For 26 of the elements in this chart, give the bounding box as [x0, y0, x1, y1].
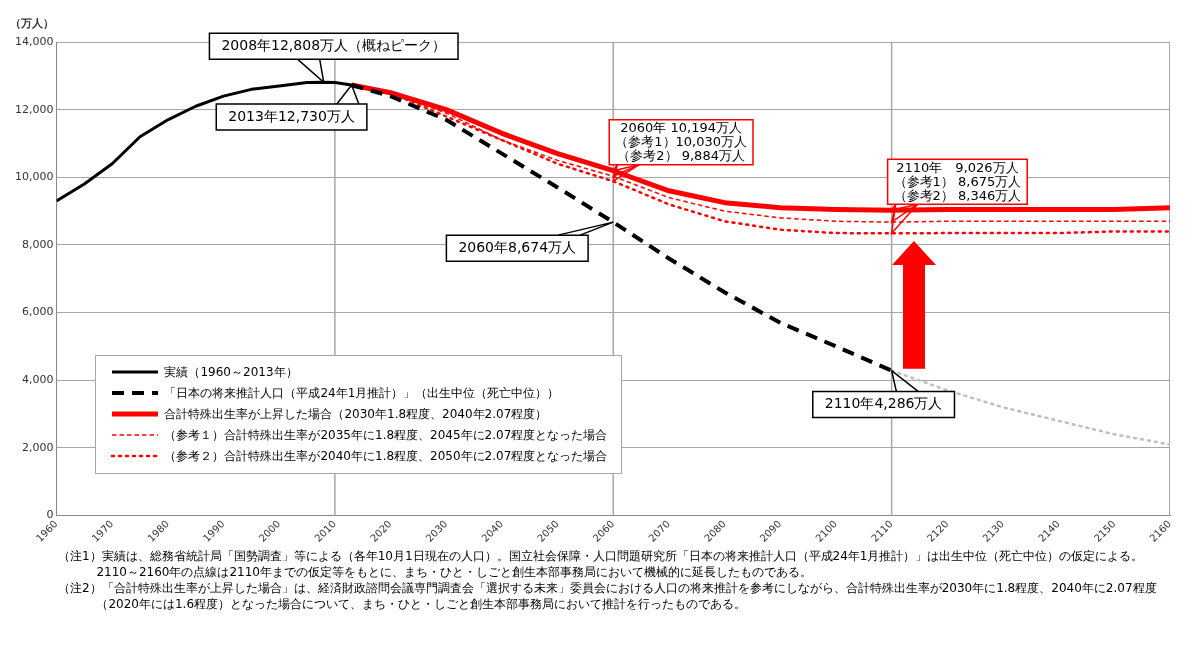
y-axis-title: （万人）	[10, 17, 55, 31]
annotation: （参考1） 8,675万人	[893, 173, 1022, 189]
y-tick-label: 2,000	[21, 440, 54, 454]
y-tick-label: 6,000	[21, 305, 54, 319]
annotation: 2013年12,730万人	[228, 107, 355, 124]
annotation: 2008年12,808万人（概ねピーク）	[221, 36, 447, 53]
legend-label: （参考１）合計特殊出生率が2035年に1.8程度、2045年に2.07程度となった場合	[164, 426, 608, 444]
legend-label: 「日本の将来推計人口（平成24年1月推計）」（出生中位（死亡中位））	[164, 384, 560, 402]
legend-label: （参考２）合計特殊出生率が2040年に1.8程度、2050年に2.07程度となった場合	[164, 447, 608, 465]
legend-label: 実績（1960～2013年）	[164, 363, 298, 381]
y-tick-label: 4,000	[21, 373, 54, 387]
annotation: 2110年 9,026万人	[896, 159, 1019, 175]
text: （注2）「合計特殊出生率が上昇した場合」は、経済財政諮問会議専門調査会「選択する未来」委員会における人口の将来推計を参考にしながら、合計特殊出生率が2030年に1.8程度、2040年に2.07程度（2020年には1.6程度）となった場合について、まち・ひと・しごと創生本部事務局において推計を行ったものである。	[58, 580, 1158, 612]
annotation: 2110年4,286万人	[824, 395, 943, 412]
annotation: （参考2） 9,884万人	[617, 148, 745, 164]
annotation: （参考1）10,030万人	[615, 134, 748, 150]
y-tick-label: 12,000	[14, 102, 54, 116]
annotation: 2060年 10,194万人	[620, 120, 742, 136]
y-tick-label: 8,000	[21, 237, 54, 251]
annotation: （参考2） 8,346万人	[893, 187, 1022, 203]
text: （注1）実績は、総務省統計局「国勢調査」等による（各年10月1日現在の人口）。国立社会保障・人口問題研究所「日本の将来推計人口（平成24年1月推計）」は出生中位（死亡中位）の仮定による。2110～2160年の点線は2110年までの仮定等をもとに、まち・ひと・しごと創生本部事務局において機械的に延長したものである。	[58, 548, 1145, 580]
annotation: 2060年8,674万人	[458, 238, 577, 255]
y-tick-label: 10,000	[14, 170, 54, 184]
legend-label: 合計特殊出生率が上昇した場合（2030年1.8程度、2040年2.07程度）	[164, 405, 548, 423]
y-tick-label: 0	[46, 508, 54, 522]
y-tick-label: 14,000	[14, 34, 54, 48]
